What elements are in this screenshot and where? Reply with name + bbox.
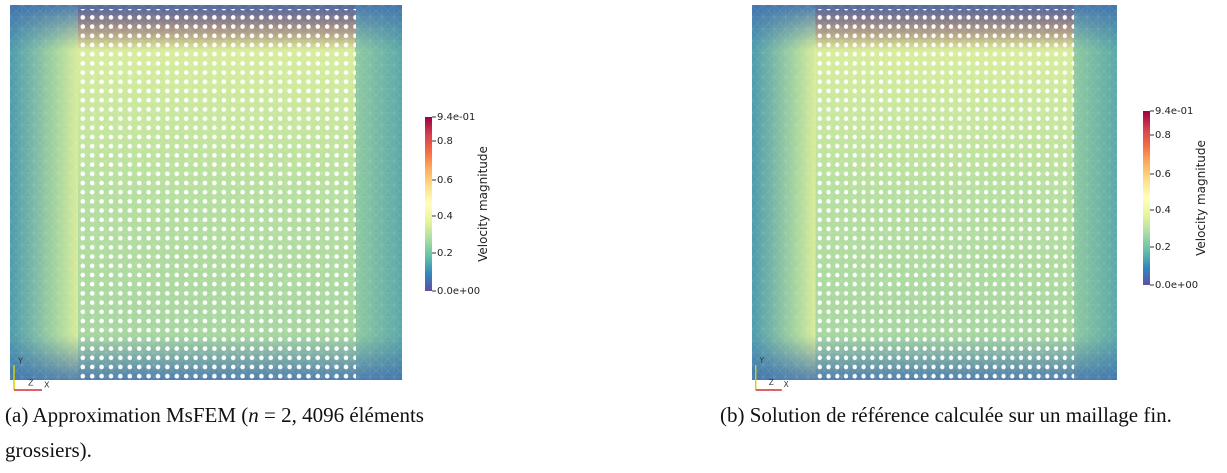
axis-label: X [44,381,50,390]
panel: Y Z X [752,5,1117,391]
caption: (b) Solution de référence calculée sur u… [720,398,1220,433]
colorbar-tick-label: 9.4e-01 [1155,106,1193,117]
figure: Y Z X Y Z X 9.4e-01 0.8 0.6 0.4 0.2 0.0e+00 Veloci… [10,5,1208,391]
colorbar-tick-label: 0.4 [1155,205,1171,216]
colorbar [1143,111,1150,285]
colorbar-tick-label: 0.2 [1155,242,1171,253]
colorbar-tick-label: 0.8 [1155,130,1171,141]
axis-label: Z [769,378,774,387]
colorbar-tick-label: 0.6 [1155,169,1171,180]
colorbar-tick-label: 0.6 [437,175,453,186]
colorbar-tick-label: 0.8 [437,136,453,147]
caption: (a) Approximation MsFEM (n = 2, 4096 élé… [5,398,435,468]
colorbar-tick-label: 9.4e-01 [437,112,475,123]
panel: Y Z X [10,5,402,391]
caption-text: Solution de référence calculée sur un ma… [749,403,1172,427]
axis-label: Y [17,357,23,366]
axis-label: Y [758,356,764,365]
colorbar-tick-label: 0.0e+00 [1155,280,1198,291]
obstacles [76,9,356,379]
caption-label: (a) [5,403,29,427]
colorbar-title: Velocity magnitude [476,146,490,262]
caption-label: (b) [720,403,745,427]
colorbar-title: Velocity magnitude [1194,140,1208,256]
axis-label: Z [28,379,34,388]
colorbar-tick-label: 0.4 [437,211,453,222]
caption-text: = 2, 4096 éléments grossiers). [5,403,424,462]
caption-text: Approximation MsFEM ( [32,403,249,427]
colorbar-tick-label: 0.2 [437,248,453,259]
caption-var: n [248,403,259,427]
obstacles [813,9,1075,379]
axis-label: X [784,380,790,389]
colorbar [425,117,432,291]
colorbar-tick-label: 0.0e+00 [437,286,480,297]
